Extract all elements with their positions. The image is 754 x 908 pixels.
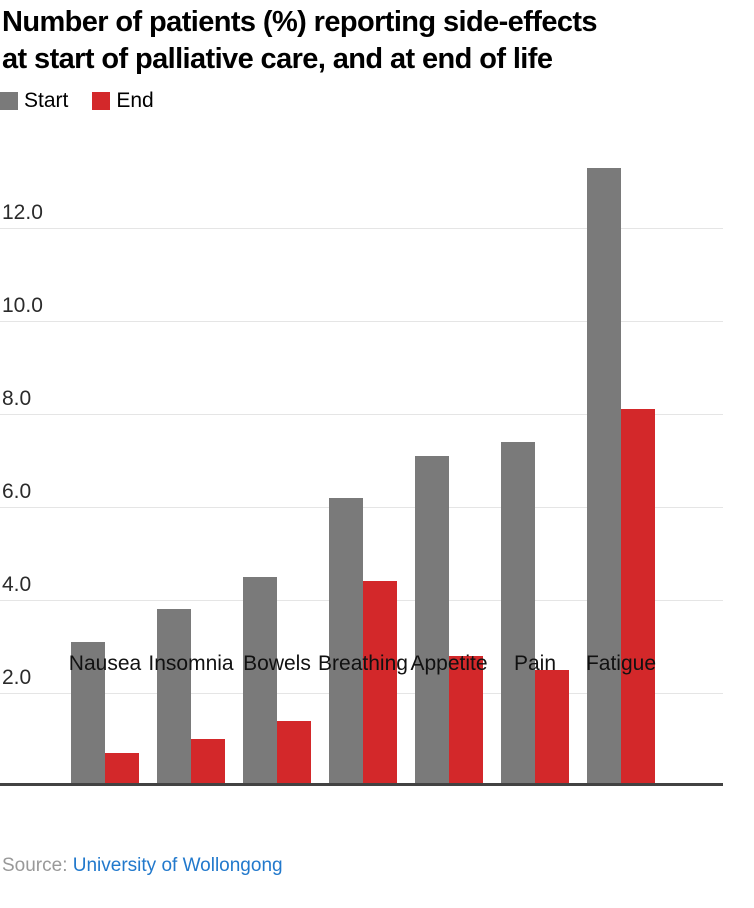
bar-start-insomnia — [157, 609, 191, 786]
legend-label-end: End — [116, 89, 154, 112]
gridline-8.0 — [0, 414, 723, 415]
plot-area: 2.0 4.0 6.0 8.0 10.0 12.0 — [0, 140, 723, 786]
source-line: Source: University of Wollongong — [2, 854, 283, 878]
chart-title-line-1: Number of patients (%) reporting side-ef… — [2, 6, 598, 38]
bar-end-nausea — [105, 753, 139, 786]
x-axis-line — [0, 783, 723, 786]
bar-start-nausea — [71, 642, 105, 786]
x-tick-label-pain: Pain — [513, 652, 557, 675]
y-tick-label-6.0: 6.0 — [2, 480, 32, 503]
x-tick-label-fatigue: Fatigue — [585, 652, 657, 675]
chart-title-line-2: at start of palliative care, and at end … — [2, 43, 553, 75]
legend-item-start: Start — [0, 89, 69, 112]
bar-start-appetite — [415, 456, 449, 786]
gridline-10.0 — [0, 321, 723, 322]
bar-end-insomnia — [191, 739, 225, 786]
legend-swatch-start — [0, 92, 18, 110]
source-label: Source: — [2, 855, 68, 876]
y-tick-label-12.0: 12.0 — [2, 201, 43, 224]
bar-start-bowels — [243, 577, 277, 786]
x-tick-label-bowels: Bowels — [243, 652, 311, 675]
x-tick-label-breathing: Breathing — [318, 652, 408, 675]
bar-end-fatigue — [621, 409, 655, 786]
y-tick-label-2.0: 2.0 — [2, 666, 32, 689]
legend-label-start: Start — [24, 89, 69, 112]
legend: Start End — [0, 89, 178, 112]
bar-end-appetite — [449, 656, 483, 786]
bar-end-bowels — [277, 721, 311, 786]
bar-start-pain — [501, 442, 535, 786]
x-tick-label-nausea: Nausea — [68, 652, 142, 675]
bar-start-breathing — [329, 498, 363, 786]
bar-start-fatigue — [587, 168, 621, 786]
legend-swatch-end — [92, 92, 111, 110]
x-tick-label-appetite: Appetite — [410, 652, 488, 675]
source-link[interactable]: University of Wollongong — [72, 855, 283, 876]
y-tick-label-4.0: 4.0 — [2, 573, 32, 596]
y-tick-label-10.0: 10.0 — [2, 294, 43, 317]
bar-end-breathing — [363, 581, 397, 786]
y-tick-label-8.0: 8.0 — [2, 387, 32, 410]
legend-item-end: End — [92, 89, 154, 112]
gridline-12.0 — [0, 228, 723, 229]
x-tick-label-insomnia: Insomnia — [148, 652, 234, 675]
bar-end-pain — [535, 670, 569, 786]
chart-title: Number of patients (%) reporting side-ef… — [2, 4, 752, 78]
